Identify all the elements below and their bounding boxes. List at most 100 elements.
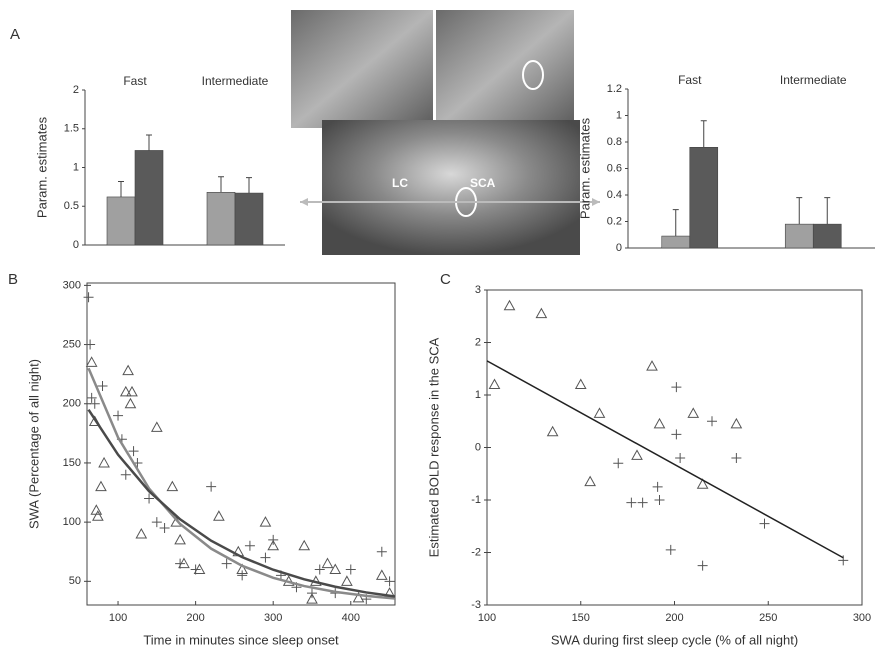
plus-point bbox=[113, 410, 124, 421]
triangle-point bbox=[631, 449, 643, 460]
x-tick-label: 250 bbox=[759, 612, 777, 624]
triangle-point bbox=[488, 378, 501, 389]
x-tick-label: 100 bbox=[478, 612, 496, 624]
triangle-point bbox=[135, 527, 148, 539]
triangle-point bbox=[352, 591, 365, 603]
triangle-point bbox=[174, 533, 186, 545]
triangle-point bbox=[341, 575, 353, 586]
bar bbox=[206, 192, 236, 246]
plus-point bbox=[244, 540, 255, 551]
plus-point bbox=[314, 564, 325, 575]
x-axis-label: SWA during first sleep cycle (% of all n… bbox=[551, 632, 798, 647]
x-tick-label: 200 bbox=[186, 612, 204, 624]
panel-label: B bbox=[8, 271, 18, 288]
plus-point bbox=[654, 495, 665, 505]
region-label: LC bbox=[392, 176, 408, 190]
plus-point bbox=[637, 497, 648, 508]
triangle-point bbox=[126, 385, 138, 397]
y-tick-label: 0.6 bbox=[607, 162, 622, 174]
triangle-point bbox=[95, 480, 107, 492]
plus-point bbox=[838, 555, 849, 566]
triangle-point bbox=[321, 557, 334, 569]
x-tick-label: 200 bbox=[665, 612, 683, 624]
error-bar bbox=[824, 197, 831, 225]
y-axis-label: Param. estimates bbox=[34, 116, 49, 218]
triangle-point bbox=[593, 407, 606, 418]
bar bbox=[784, 223, 814, 249]
panel-label: A bbox=[10, 26, 20, 43]
roi-circle bbox=[522, 60, 544, 90]
triangle-point bbox=[546, 425, 559, 437]
y-tick-label: 1 bbox=[475, 389, 481, 401]
triangle-point bbox=[687, 407, 700, 418]
triangle-point bbox=[90, 504, 103, 515]
triangle-point bbox=[306, 593, 318, 604]
triangle-point bbox=[503, 299, 516, 311]
x-axis-label: Time in minutes since sleep onset bbox=[143, 632, 339, 647]
y-tick-label: 0.5 bbox=[64, 200, 79, 212]
plot-frame bbox=[86, 282, 396, 606]
triangle-point bbox=[166, 480, 179, 492]
y-tick-label: 2 bbox=[73, 84, 79, 96]
y-tick-label: 1 bbox=[73, 161, 79, 173]
plus-point bbox=[83, 292, 94, 303]
fit-line bbox=[87, 408, 396, 598]
plus-point bbox=[89, 398, 100, 409]
y-axis-label: SWA (Percentage of all night) bbox=[26, 359, 41, 529]
plus-point bbox=[671, 382, 682, 393]
coronal-slice bbox=[291, 10, 433, 128]
triangle-point bbox=[375, 569, 388, 580]
triangle-point bbox=[98, 456, 110, 468]
y-tick-label: 0 bbox=[73, 239, 79, 251]
triangle-point bbox=[535, 307, 548, 319]
y-tick-label: 0.2 bbox=[607, 215, 622, 227]
triangle-point bbox=[92, 510, 104, 521]
y-axis-label: Param. estimates bbox=[577, 117, 592, 219]
x-tick-label: 400 bbox=[342, 612, 360, 624]
y-tick-label: 200 bbox=[63, 398, 81, 410]
triangle-point bbox=[298, 539, 311, 551]
sagittal-zoom bbox=[322, 120, 580, 255]
category-label: Intermediate bbox=[780, 73, 847, 87]
y-tick-label: -2 bbox=[471, 546, 481, 558]
plus-point bbox=[306, 588, 317, 599]
fit-line bbox=[486, 360, 844, 559]
x-tick-label: 100 bbox=[109, 612, 127, 624]
plus-point bbox=[671, 429, 682, 440]
triangle-point bbox=[574, 378, 587, 389]
fit-line bbox=[87, 367, 396, 600]
bar bbox=[812, 223, 842, 249]
error-bar bbox=[700, 120, 707, 148]
plus-point bbox=[159, 523, 170, 534]
plus-point bbox=[85, 339, 96, 350]
plus-point bbox=[665, 544, 676, 555]
triangle-point bbox=[213, 510, 225, 521]
x-tick-label: 300 bbox=[853, 612, 871, 624]
plus-point bbox=[731, 453, 742, 463]
panel-label: C bbox=[440, 271, 451, 288]
plot-frame bbox=[486, 289, 863, 606]
error-bar bbox=[218, 176, 224, 193]
y-tick-label: 1.2 bbox=[607, 83, 622, 95]
y-tick-label: 1.5 bbox=[64, 123, 79, 135]
triangle-point bbox=[730, 417, 743, 429]
y-tick-label: 0.4 bbox=[607, 189, 622, 201]
triangle-point bbox=[259, 516, 272, 527]
brain-image: LC SCA bbox=[291, 10, 600, 255]
bar bbox=[234, 192, 264, 246]
plus-point bbox=[190, 564, 201, 575]
bar bbox=[689, 147, 719, 249]
plus-point bbox=[613, 458, 624, 469]
triangle-point bbox=[329, 563, 342, 574]
y-tick-label: 2 bbox=[475, 336, 481, 348]
region-label: SCA bbox=[470, 176, 496, 190]
triangle-point bbox=[193, 563, 206, 574]
category-label: Fast bbox=[123, 74, 147, 88]
plus-point bbox=[128, 446, 139, 457]
y-tick-label: -3 bbox=[471, 599, 481, 611]
triangle-point bbox=[267, 539, 280, 551]
bar bbox=[134, 150, 164, 246]
error-bar bbox=[146, 134, 152, 151]
error-bar bbox=[118, 180, 124, 197]
